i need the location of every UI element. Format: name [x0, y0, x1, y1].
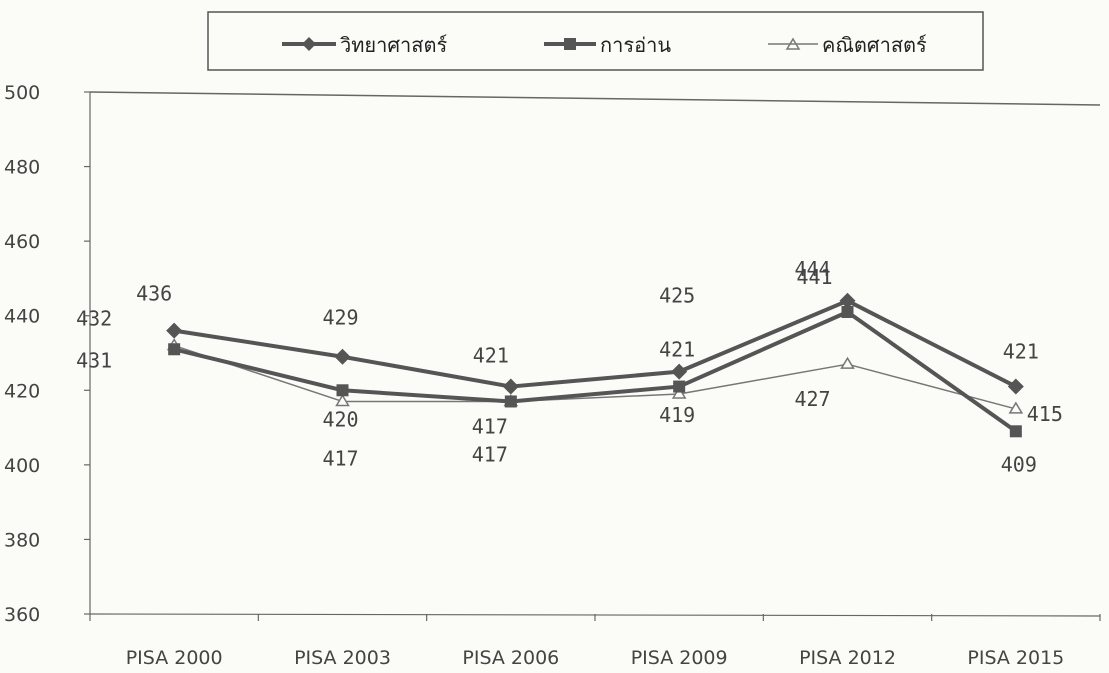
data-label: 432 [76, 307, 112, 331]
y-tick-label: 400 [4, 455, 40, 477]
data-point-square [504, 395, 517, 408]
square-icon [564, 38, 576, 50]
x-tick-label: PISA 2006 [462, 647, 559, 669]
legend-item-science: วิทยาศาสตร์ [282, 33, 447, 57]
data-label: 425 [659, 284, 695, 308]
y-tick-label: 500 [4, 82, 40, 104]
legend-item-reading: การอ่าน [544, 33, 671, 57]
x-tick-label: PISA 2009 [631, 647, 728, 669]
series-line-triangle [173, 344, 1017, 410]
data-point-triangle [840, 356, 855, 369]
data-point-diamond [839, 292, 856, 309]
diamond-icon [302, 37, 316, 51]
data-point-square [1009, 425, 1022, 438]
x-tick-label: PISA 2003 [294, 647, 391, 669]
data-point-diamond [166, 322, 183, 339]
data-label: 417 [472, 414, 508, 438]
y-tick-label: 420 [4, 380, 40, 402]
data-point-triangle [335, 394, 350, 407]
data-label: 429 [322, 306, 358, 330]
x-tick-label: PISA 2000 [126, 647, 223, 669]
data-point-diamond [1007, 378, 1024, 395]
legend: วิทยาศาสตร์ การอ่าน คณิตศาสตร์ [207, 11, 984, 71]
data-point-triangle [1008, 401, 1024, 414]
y-tick-label: 360 [4, 604, 40, 626]
x-axis-ticks: PISA 2000 PISA 2003 PISA 2006 PISA 2009 PISA… [89, 614, 1101, 669]
y-tick-label: 440 [4, 306, 40, 328]
legend-label-science: วิทยาศาสตร์ [340, 33, 447, 57]
data-point-diamond [334, 348, 351, 365]
data-label: 417 [322, 446, 358, 470]
data-label: 409 [1001, 452, 1037, 476]
y-tick-label: 480 [4, 157, 40, 179]
y-tick-label: 460 [4, 231, 40, 253]
data-point-square [168, 343, 181, 356]
data-point-diamond [671, 363, 688, 380]
data-point-diamond [502, 378, 519, 395]
data-point-square [336, 384, 349, 397]
legend-box [207, 11, 984, 71]
data-label: 420 [322, 407, 358, 431]
data-point-triangle [671, 386, 687, 399]
data-labels: 436 429 421 425 444 421 431 420 417 421 441 409 432 4… [76, 257, 1063, 477]
data-label: 415 [1027, 402, 1063, 426]
legend-label-reading: การอ่าน [600, 33, 671, 57]
data-label: 444 [794, 257, 830, 281]
legend-item-math: คณิตศาสตร์ [768, 33, 927, 57]
data-point-square [841, 305, 854, 318]
triangle-icon [785, 37, 801, 50]
data-label: 419 [659, 403, 695, 427]
plot-top-border [89, 91, 1101, 106]
data-label: 421 [1003, 340, 1039, 364]
x-tick-label: PISA 2012 [799, 647, 896, 669]
data-label: 421 [473, 344, 509, 368]
y-axis-ticks: 360 380 400 420 440 460 480 500 [4, 82, 90, 626]
legend-label-math: คณิตศาสตร์ [822, 33, 927, 57]
data-point-square [673, 380, 686, 393]
series-line-diamond [173, 298, 1017, 389]
data-label: 441 [796, 265, 832, 289]
series-layer [166, 292, 1024, 438]
x-tick-label: PISA 2015 [967, 647, 1064, 669]
data-label: 417 [472, 442, 508, 466]
series-line-square [173, 309, 1017, 433]
data-label: 436 [136, 282, 172, 306]
data-label: 427 [794, 387, 830, 411]
data-label: 421 [659, 338, 695, 362]
y-tick-label: 380 [4, 529, 40, 551]
data-label: 431 [76, 348, 112, 372]
